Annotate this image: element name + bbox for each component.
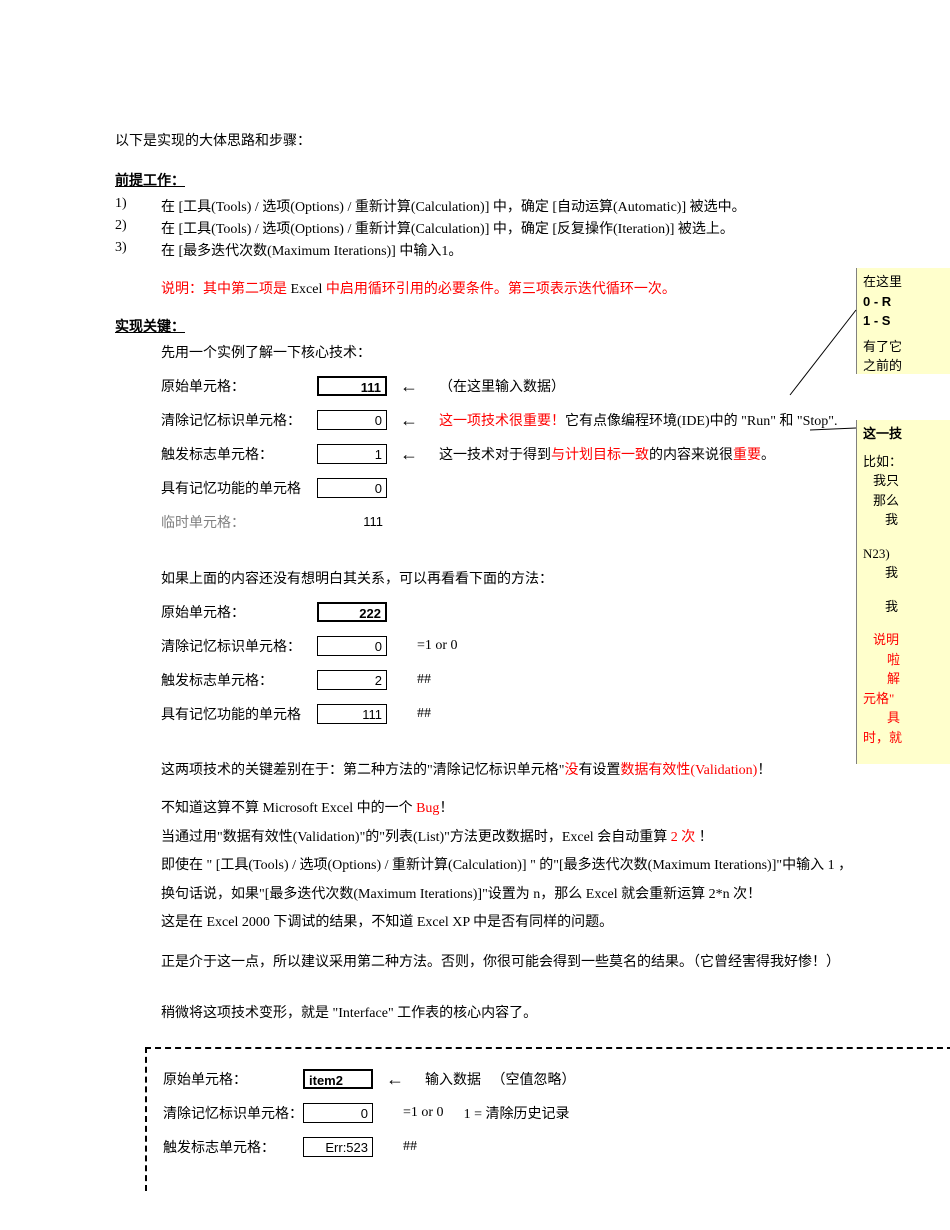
row-trigger-flag: 触发标志单元格： 1 这一技术对于得到与计划目标一致的内容来说很重要。 [161, 444, 950, 464]
row-temp-cell: 临时单元格： 111 [161, 512, 950, 532]
transform-para: 稍微将这项技术变形，就是 "Interface" 工作表的核心内容了。 [161, 1003, 950, 1025]
row-original-cell: 原始单元格： 111 （在这里输入数据） [161, 376, 950, 396]
intro-line: 以下是实现的大体思路和步骤： [115, 130, 950, 150]
bug-para: 当通过用"数据有效性(Validation)"的"列表(List)"方法更改数据… [161, 827, 950, 849]
dashed-container: 原始单元格： item2 输入数据 （空值忽略） 清除记忆标识单元格： 0 =1… [145, 1047, 950, 1191]
prereq-explain: 说明：其中第二项是 Excel 中启用循环引用的必要条件。第三项表示迭代循环一次… [161, 278, 950, 298]
list-item: 3)在 [最多迭代次数(Maximum Iterations)] 中输入1。 [115, 240, 950, 260]
prereq-list: 1)在 [工具(Tools) / 选项(Options) / 重新计算(Calc… [115, 196, 950, 260]
list-item: 2)在 [工具(Tools) / 选项(Options) / 重新计算(Calc… [115, 218, 950, 238]
row-clear-flag: 清除记忆标识单元格： 0 =1 or 0 1 = 清除历史记录 [163, 1103, 950, 1123]
bug-para: 即使在 " [工具(Tools) / 选项(Options) / 重新计算(Ca… [161, 855, 950, 877]
row-trigger-flag: 触发标志单元格： 2 ## [161, 670, 950, 690]
advice-para: 正是介于这一点，所以建议采用第二种方法。否则，你很可能会得到一些莫名的结果。（它… [161, 952, 950, 974]
input-cell[interactable]: 0 [317, 410, 387, 430]
diff-para: 这两项技术的关键差别在于：第二种方法的"清除记忆标识单元格"没有设置数据有效性(… [161, 760, 950, 782]
bug-para: 换句话说，如果"[最多迭代次数(Maximum Iterations)]"设置为… [161, 884, 950, 906]
arrow-left-icon [387, 444, 431, 464]
input-cell[interactable]: 111 [317, 376, 387, 396]
arrow-left-icon [373, 1069, 417, 1089]
row-clear-flag: 清除记忆标识单元格： 0 这一项技术很重要！它有点像编程环境(IDE)中的 "R… [161, 410, 950, 430]
bug-para: 不知道这算不算 Microsoft Excel 中的一个 Bug！ [161, 798, 950, 820]
arrow-left-icon [387, 376, 431, 396]
readonly-cell: 111 [317, 512, 387, 532]
input-cell[interactable]: 0 [317, 478, 387, 498]
input-cell[interactable]: 1 [317, 444, 387, 464]
input-cell[interactable]: 111 [317, 704, 387, 724]
input-cell[interactable]: item2 [303, 1069, 373, 1089]
row-original-cell: 原始单元格： item2 输入数据 （空值忽略） [163, 1069, 950, 1089]
input-cell[interactable]: 2 [317, 670, 387, 690]
arrow-left-icon [387, 410, 431, 430]
row-trigger-flag: 触发标志单元格： Err:523 ## [163, 1137, 950, 1157]
side-note-box: 这一技 比如： 我只 那么 我 N23) 我 我 说明 啦 解 元格" 具 时，… [856, 420, 950, 764]
prereq-title: 前提工作： [115, 170, 950, 190]
row-memory-cell: 具有记忆功能的单元格 111 ## [161, 704, 950, 724]
row-memory-cell: 具有记忆功能的单元格 0 [161, 478, 950, 498]
input-cell[interactable]: 0 [303, 1103, 373, 1123]
input-cell[interactable]: Err:523 [303, 1137, 373, 1157]
side-note-box: 在这里 0 - R 1 - S 有了它 之前的 [856, 268, 950, 374]
row-clear-flag: 清除记忆标识单元格： 0 =1 or 0 [161, 636, 950, 656]
key-title: 实现关键： [115, 316, 950, 336]
bug-para: 这是在 Excel 2000 下调试的结果，不知道 Excel XP 中是否有同… [161, 912, 950, 934]
key-lead: 先用一个实例了解一下核心技术： [161, 342, 950, 362]
input-cell[interactable]: 222 [317, 602, 387, 622]
list-item: 1)在 [工具(Tools) / 选项(Options) / 重新计算(Calc… [115, 196, 950, 216]
input-cell[interactable]: 0 [317, 636, 387, 656]
mid-note: 如果上面的内容还没有想明白其关系，可以再看看下面的方法： [161, 568, 950, 588]
row-original-cell: 原始单元格： 222 [161, 602, 950, 622]
